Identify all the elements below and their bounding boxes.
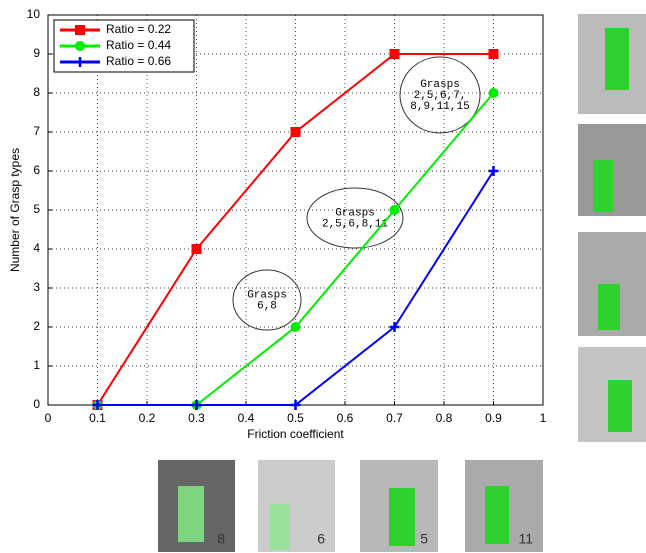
legend-label: Ratio = 0.44: [106, 38, 171, 52]
legend-marker: [75, 25, 85, 35]
x-tick-label: 1: [540, 411, 547, 425]
y-tick-label: 0: [33, 397, 40, 411]
point: [390, 49, 400, 59]
y-tick-label: 2: [33, 319, 40, 333]
point: [291, 322, 301, 332]
bottom-thumbnails: [158, 460, 543, 552]
figure: 00.10.20.30.40.50.60.70.80.9101234567891…: [0, 0, 646, 553]
x-tick-label: 0: [45, 411, 52, 425]
x-tick-label: 0.7: [386, 411, 403, 425]
right-thumbnails: [578, 14, 646, 442]
legend-label: Ratio = 0.22: [106, 22, 171, 36]
x-axis-label: Friction coefficient: [247, 427, 344, 441]
y-tick-label: 4: [33, 241, 40, 255]
x-tick-label: 0.1: [89, 411, 106, 425]
x-tick-label: 0.6: [337, 411, 354, 425]
point: [291, 127, 301, 137]
y-tick-label: 7: [33, 124, 40, 138]
x-tick-label: 0.9: [485, 411, 502, 425]
y-tick-label: 8: [33, 85, 40, 99]
y-tick-label: 10: [27, 7, 41, 21]
x-tick-label: 0.8: [436, 411, 453, 425]
thumbnail-label: 11: [518, 531, 533, 547]
y-tick-label: 6: [33, 163, 40, 177]
y-tick-label: 9: [33, 46, 40, 60]
legend-label: Ratio = 0.66: [106, 54, 171, 68]
annotation-text: 6,8: [257, 300, 277, 312]
legend-marker: [75, 41, 85, 51]
annotation-text: 8,9,11,15: [410, 101, 469, 113]
thumbnail-label: 6: [317, 531, 325, 547]
x-tick-label: 0.2: [139, 411, 156, 425]
point: [390, 205, 400, 215]
y-axis-label: Number of Grasp types: [8, 148, 22, 272]
point: [489, 49, 499, 59]
y-tick-label: 1: [33, 358, 40, 372]
x-tick-label: 0.4: [238, 411, 255, 425]
point: [192, 244, 202, 254]
x-tick-label: 0.5: [287, 411, 304, 425]
y-tick-label: 3: [33, 280, 40, 294]
x-tick-label: 0.3: [188, 411, 205, 425]
thumbnail-label: 8: [217, 531, 225, 547]
y-tick-label: 5: [33, 202, 40, 216]
point: [489, 88, 499, 98]
thumbnail-label: 5: [420, 531, 428, 547]
